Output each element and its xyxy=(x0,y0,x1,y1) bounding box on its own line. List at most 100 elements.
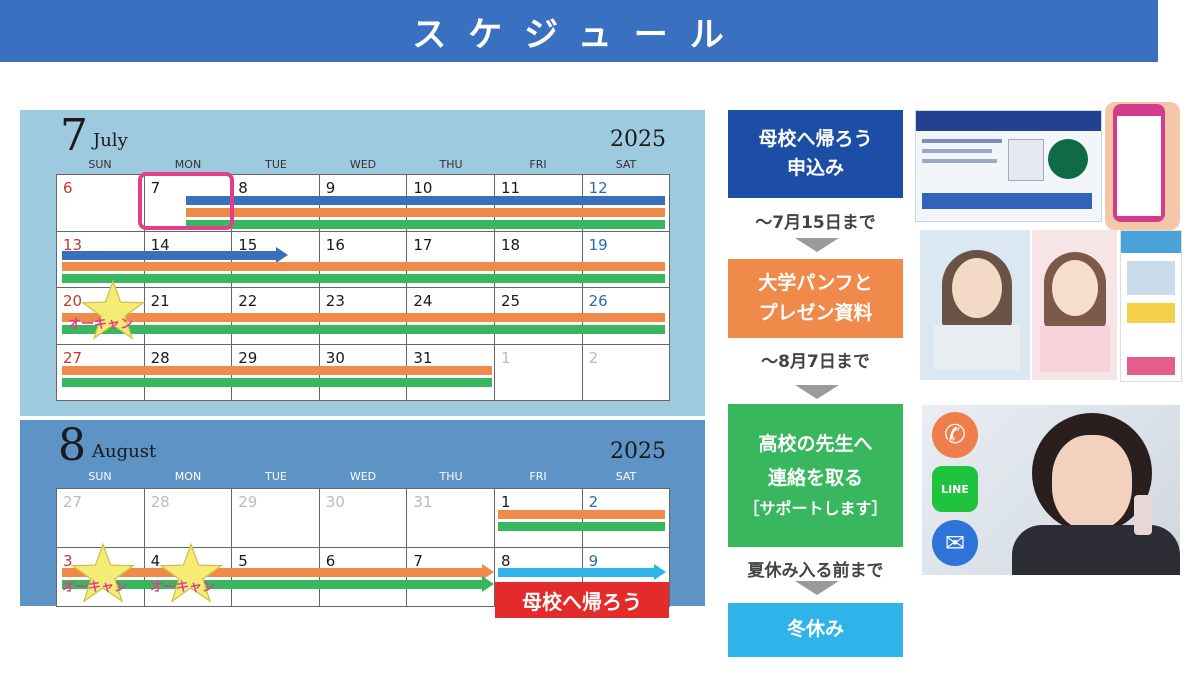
day-number: 30 xyxy=(325,348,345,367)
step-contact-line1: 高校の先生へ xyxy=(758,433,873,456)
calendar-day-cell: 18 xyxy=(495,231,583,288)
title-banner: スケジュール xyxy=(0,0,1158,62)
weekday-sat: SAT xyxy=(615,158,637,171)
calendar-day-cell: 6 xyxy=(57,175,145,232)
calendar-day-cell: 19 xyxy=(582,231,671,288)
calendar-day-cell: 3 xyxy=(57,548,145,607)
day-number: 17 xyxy=(413,235,433,254)
day-number: 25 xyxy=(501,292,521,310)
down-arrow-icon xyxy=(795,238,839,252)
calendar-day-cell: 15 xyxy=(232,231,320,288)
line-icon: LINE xyxy=(932,466,978,512)
step-apply-line2: 申込み xyxy=(786,157,844,179)
day-number: 2 xyxy=(588,348,599,367)
august-month-number: 8 xyxy=(58,420,86,471)
day-number: 15 xyxy=(238,235,258,254)
weekday-tue: TUE xyxy=(265,470,287,483)
open-campus-label: オーキャン xyxy=(68,317,134,332)
weekday-mon: MON xyxy=(174,470,202,483)
day-number: 4 xyxy=(150,552,161,570)
open-campus-label: オーキャン xyxy=(62,580,128,595)
day-number: 10 xyxy=(413,179,433,197)
day-number: 27 xyxy=(63,493,83,511)
calendar-day-cell: 31 xyxy=(407,344,495,401)
calendar-day-cell: 31 xyxy=(407,489,495,548)
july-bar-orange-week3 xyxy=(62,313,665,322)
july-bar-orange-week2 xyxy=(62,262,665,271)
open-campus-star-icon xyxy=(158,543,224,603)
july-year: 2025 xyxy=(610,127,666,152)
aug-bar-green-week1 xyxy=(498,522,665,531)
calendar-day-cell: 1 xyxy=(495,344,583,401)
weekday-sat: SAT xyxy=(615,470,637,483)
open-campus-star-icon xyxy=(80,280,146,340)
calendar-day-cell: 26 xyxy=(582,288,671,345)
weekday-sun: SUN xyxy=(88,158,112,171)
july-month-name: July xyxy=(93,130,128,151)
day-number: 8 xyxy=(501,552,511,570)
calendar-day-cell: 16 xyxy=(319,231,408,288)
deadline-contact: 夏休み入る前まで xyxy=(747,561,884,581)
step-apply: 母校へ帰ろう 申込み xyxy=(728,110,903,198)
down-arrow-icon xyxy=(795,581,839,595)
calendar-day-cell: 17 xyxy=(407,231,495,288)
day-number: 30 xyxy=(325,493,345,511)
step-winter: 冬休み xyxy=(728,603,903,657)
day-number: 23 xyxy=(325,292,345,310)
day-number: 29 xyxy=(238,348,258,367)
day-number: 9 xyxy=(325,179,336,197)
day-number: 24 xyxy=(413,292,433,310)
calendar-day-cell: 4 xyxy=(144,548,233,607)
weekday-mon: MON xyxy=(174,158,202,171)
weekday-tue: TUE xyxy=(265,158,287,171)
july-bar-blue-week1 xyxy=(186,196,665,205)
calendar-day-cell: 12 xyxy=(582,175,671,232)
day-number: 21 xyxy=(150,292,170,310)
weekday-sun: SUN xyxy=(88,470,112,483)
day-number: 26 xyxy=(588,292,608,310)
day-number: 28 xyxy=(150,493,170,511)
open-campus-star-icon xyxy=(70,543,136,603)
day-number: 19 xyxy=(588,235,608,254)
calendar-day-cell: 5 xyxy=(232,548,320,607)
july-bar-green-week2 xyxy=(62,274,665,283)
aug-bar-cyan-week2 xyxy=(498,564,666,580)
open-campus-label: オーキャン xyxy=(150,580,216,595)
day-number: 14 xyxy=(150,235,170,254)
step-apply-line1: 母校へ帰ろう xyxy=(758,127,873,150)
day-number: 5 xyxy=(238,552,248,570)
step-contact-line2: 連絡を取る xyxy=(767,466,863,489)
calendar-day-cell: 29 xyxy=(232,489,320,548)
step-materials: 大学パンフと プレゼン資料 xyxy=(728,259,903,338)
day-number: 9 xyxy=(588,552,599,570)
august-year: 2025 xyxy=(610,439,666,464)
step-contact: 高校の先生へ 連絡を取る ［サポートします］ xyxy=(728,404,903,547)
day-number: 7 xyxy=(150,179,161,197)
calendar-day-cell: 2 xyxy=(582,344,671,401)
day-number: 31 xyxy=(413,348,433,367)
step-materials-line1: 大学パンフと xyxy=(758,272,873,295)
day-number: 1 xyxy=(501,348,511,367)
day-number: 18 xyxy=(501,235,521,254)
weekday-fri: FRI xyxy=(529,470,547,483)
calendar-day-cell: 6 xyxy=(319,548,408,607)
return-to-school-badge: 母校へ帰ろう xyxy=(495,582,669,618)
day-number: 27 xyxy=(63,348,83,367)
day-number: 3 xyxy=(63,552,73,570)
weekday-thu: THU xyxy=(439,470,463,483)
pamphlet-image-2 xyxy=(1032,230,1117,380)
july-bar-green-week1 xyxy=(186,220,665,229)
calendar-day-cell: 30 xyxy=(319,489,408,548)
deadline-materials: ～8月7日まで xyxy=(761,352,870,372)
day-number: 6 xyxy=(63,179,73,197)
down-arrow-icon xyxy=(795,385,839,399)
flyer-image-2 xyxy=(1120,230,1182,382)
today-highlight xyxy=(138,172,234,230)
calendar-day-cell: 28 xyxy=(144,489,233,548)
mail-icon: ✉ xyxy=(932,520,978,566)
calendar-day-cell: 7 xyxy=(407,548,495,607)
weekday-thu: THU xyxy=(439,158,463,171)
deadline-apply: ～7月15日まで xyxy=(755,213,876,233)
day-number: 29 xyxy=(238,493,258,511)
day-number: 11 xyxy=(501,179,521,197)
